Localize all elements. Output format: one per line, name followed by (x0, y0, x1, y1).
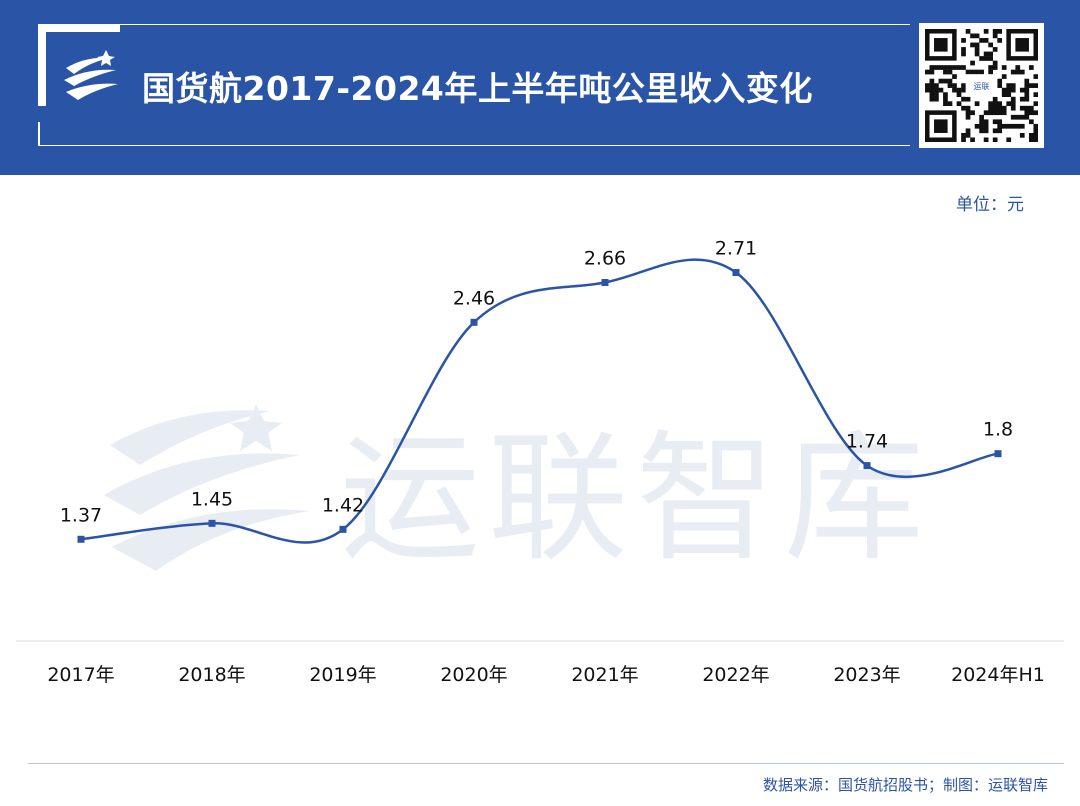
data-point (601, 278, 609, 286)
header-rule-top (40, 24, 910, 25)
x-tick-label: 2020年 (440, 664, 507, 686)
data-label: 2.66 (584, 247, 626, 269)
data-label: 1.45 (191, 488, 233, 510)
data-label: 2.71 (715, 238, 757, 260)
data-point (77, 535, 85, 543)
watermark-logo-icon (104, 405, 310, 571)
qr-code: 运联 (919, 23, 1044, 148)
x-tick-label: 2018年 (178, 664, 245, 686)
data-point (339, 525, 347, 533)
data-point (470, 318, 478, 326)
header-rule-bottom (40, 145, 910, 146)
data-point (994, 450, 1002, 458)
data-point (863, 462, 871, 470)
x-tick-label: 2021年 (571, 664, 638, 686)
footer-rule (28, 763, 1064, 764)
data-label: 1.74 (846, 431, 888, 453)
x-tick-label: 2017年 (47, 664, 114, 686)
x-tick-label: 2023年 (833, 664, 900, 686)
header-bracket-vertical (38, 24, 46, 106)
data-point (732, 269, 740, 277)
brand-logo-icon (64, 50, 118, 100)
svg-text:运联: 运联 (974, 82, 990, 91)
x-tick-labels: 2017年 2018年 2019年 2020年 2021年 2022年 2023年 2024年… (47, 664, 1045, 686)
header-bracket-horizontal (38, 24, 120, 32)
x-tick-label: 2019年 (309, 664, 376, 686)
watermark: 运联智库 (104, 405, 932, 581)
source-note: 数据来源：国货航招股书；制图：运联智库 (762, 776, 1048, 794)
qr-code-icon: 运联 (925, 29, 1038, 142)
data-label: 1.37 (60, 504, 102, 526)
data-point (208, 519, 216, 527)
data-points (77, 269, 1002, 543)
data-label: 1.8 (983, 419, 1013, 441)
x-tick-label: 2022年 (702, 664, 769, 686)
line-chart: 运联智库 1.37 1.45 1.42 2.46 2.66 2.71 1.74 1.8 201… (16, 238, 1064, 686)
data-label: 1.42 (322, 494, 364, 516)
data-label: 2.46 (453, 287, 495, 309)
series-line (80, 258, 999, 544)
header-bracket-tick (38, 122, 40, 146)
unit-label: 单位：元 (956, 195, 1024, 215)
watermark-text: 运联智库 (340, 418, 932, 581)
header-banner: 国货航2017-2024年上半年吨公里收入变化 运联 (0, 0, 1080, 175)
x-tick-label: 2024年H1 (951, 664, 1045, 686)
page-title: 国货航2017-2024年上半年吨公里收入变化 (142, 69, 813, 108)
data-labels: 1.37 1.45 1.42 2.46 2.66 2.71 1.74 1.8 (60, 238, 1013, 527)
